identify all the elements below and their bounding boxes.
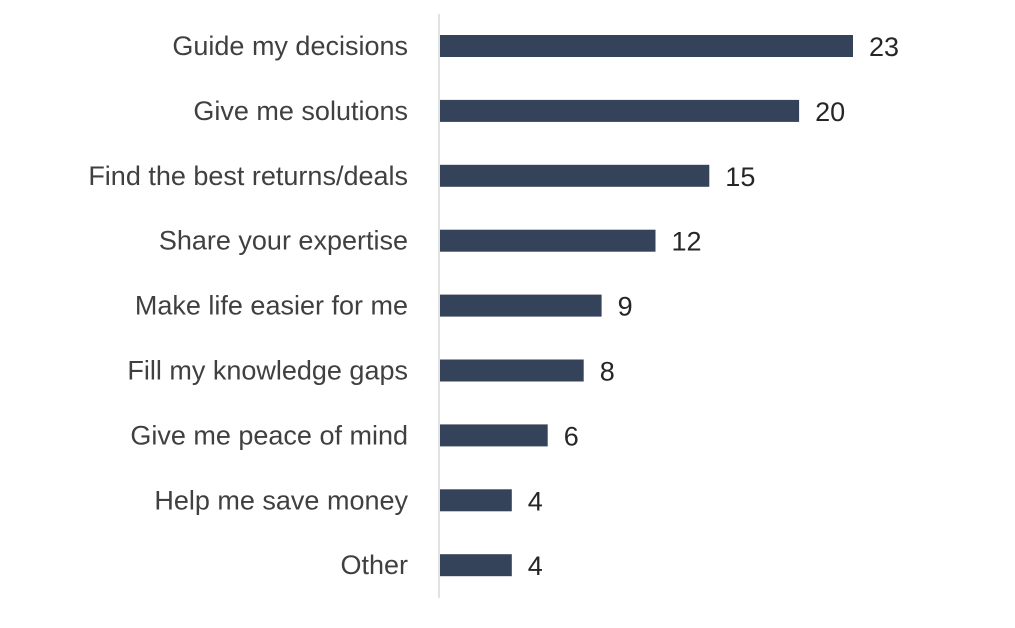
category-labels: Guide my decisions Give me solutions Find … <box>88 31 408 580</box>
bar-4 <box>440 294 602 317</box>
bar-5 <box>440 359 584 382</box>
bar-1 <box>440 99 800 122</box>
category-label-3: Share your expertise <box>159 226 408 256</box>
value-label-2: 15 <box>725 162 755 192</box>
category-label-2: Find the best returns/deals <box>88 161 408 191</box>
bar-3 <box>440 229 656 252</box>
value-label-4: 9 <box>618 292 633 322</box>
value-label-6: 6 <box>564 421 579 451</box>
category-label-5: Fill my knowledge gaps <box>127 356 408 386</box>
value-label-0: 23 <box>869 32 899 62</box>
category-label-8: Other <box>340 550 408 580</box>
value-label-7: 4 <box>528 486 543 516</box>
bar-6 <box>440 424 548 447</box>
value-labels: 23 20 15 12 9 8 6 4 4 <box>528 32 899 581</box>
bar-7 <box>440 489 512 512</box>
bars-group <box>440 35 853 577</box>
category-label-0: Guide my decisions <box>172 31 408 61</box>
bar-0 <box>440 35 853 57</box>
value-label-1: 20 <box>815 97 845 127</box>
value-label-5: 8 <box>600 357 615 387</box>
value-label-3: 12 <box>672 227 702 257</box>
category-label-6: Give me peace of mind <box>130 420 408 450</box>
category-label-4: Make life easier for me <box>135 291 408 321</box>
bar-8 <box>440 554 512 577</box>
value-label-8: 4 <box>528 551 543 581</box>
category-label-7: Help me save money <box>154 485 408 515</box>
category-label-1: Give me solutions <box>193 96 408 126</box>
bar-2 <box>440 164 710 187</box>
